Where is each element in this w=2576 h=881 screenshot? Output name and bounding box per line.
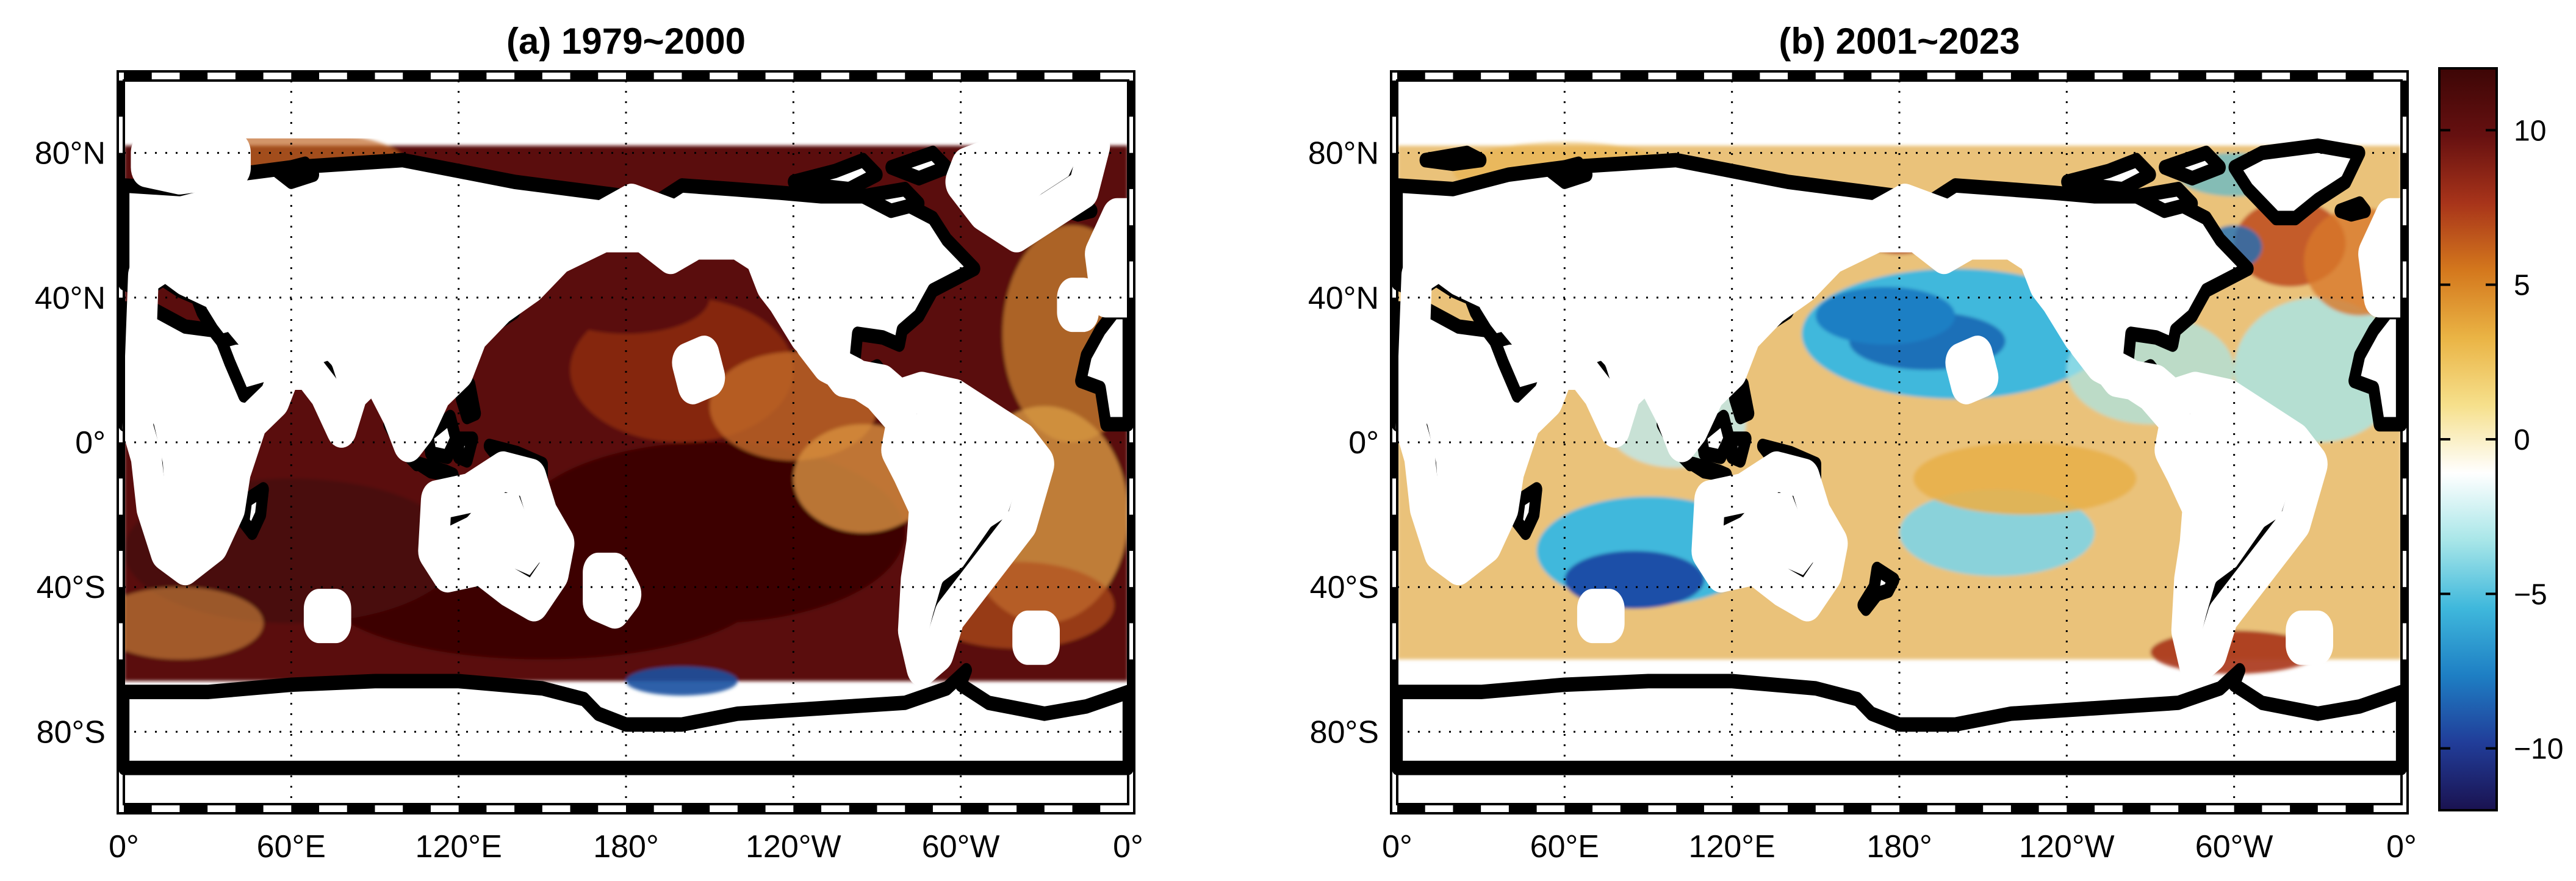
panel-title-a: (a) 1979~2000 [506,21,746,62]
colorbar-tick-label: −10 [2514,733,2563,766]
colorbar: 10 5 0 −5 −10 [2438,67,2563,811]
lat-tick-label: 40°S [1310,570,1379,605]
map-frame [117,70,1135,814]
colorbar-tick-label: 10 [2514,115,2546,147]
lon-tick-label: 60°W [2195,829,2273,865]
lon-tick-label: 60°W [922,829,1000,865]
map-frame [1390,70,2409,814]
lon-tick-label: 120°E [1689,829,1775,865]
colorbar-ticks: 10 5 0 −5 −10 [2439,115,2563,766]
lon-tick-label: 0° [2386,829,2417,865]
colorbar-tick-label: 5 [2514,270,2530,302]
panel-b-map: (b) 2001~2023 80°N 40°N 0° 40°S 80°S 0° 60°E 120… [1308,21,2417,865]
lat-tick-label: 80°N [35,136,106,171]
lat-tick-label: 40°S [37,570,106,605]
lat-tick-label: 40°N [1308,281,1379,316]
lon-tick-label: 0° [109,829,139,865]
lat-tick-label: 80°S [37,714,106,750]
lat-tick-label: 0° [1348,425,1379,461]
lat-tick-label: 0° [75,425,106,461]
lon-tick-label: 0° [1382,829,1412,865]
colorbar-tick-label: −5 [2514,578,2547,611]
panel-title-b: (b) 2001~2023 [1779,21,2020,62]
lat-tick-label: 80°N [1308,136,1379,171]
lon-tick-label: 60°E [1530,829,1599,865]
lon-tick-label: 0° [1113,829,1143,865]
lat-tick-label: 80°S [1310,714,1379,750]
lon-tick-label: 120°W [2019,829,2115,865]
lat-tick-label: 40°N [35,281,106,316]
lon-tick-label: 180° [593,829,659,865]
colorbar-tick-label: 0 [2514,424,2530,456]
lon-tick-label: 60°E [257,829,326,865]
lon-tick-label: 120°W [746,829,841,865]
lon-tick-label: 180° [1866,829,1932,865]
panel-a-map: (a) 1979~2000 80°N 40°N 0° 40°S 80°S 0° 60°E 120… [35,21,1143,865]
lon-tick-label: 120°E [416,829,502,865]
